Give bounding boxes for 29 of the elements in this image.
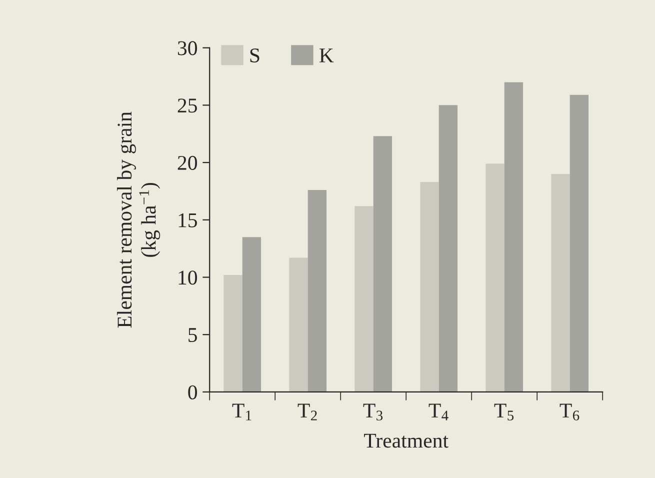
y-tick-label: 0 bbox=[188, 385, 197, 400]
bar bbox=[242, 237, 262, 392]
bar bbox=[438, 105, 458, 392]
bar bbox=[224, 274, 242, 392]
y-tick-label: 20 bbox=[178, 156, 197, 170]
bar bbox=[373, 136, 392, 392]
x-tick-label: T$_{6}$ bbox=[560, 404, 580, 420]
bar bbox=[570, 94, 589, 392]
x-tick-label: T$_{4}$ bbox=[428, 404, 448, 420]
bar bbox=[504, 82, 524, 392]
x-tick-label: T$_{2}$ bbox=[298, 404, 317, 420]
y-tick-label: 25 bbox=[178, 98, 197, 113]
bar bbox=[289, 258, 308, 392]
legend-label: S bbox=[250, 48, 260, 62]
y-tick-label: 15 bbox=[178, 213, 197, 228]
x-tick-label: T$_{1}$ bbox=[232, 404, 252, 420]
bar bbox=[551, 174, 570, 392]
bar bbox=[486, 164, 504, 392]
bar bbox=[308, 190, 327, 392]
y-tick-label: 10 bbox=[178, 270, 197, 285]
legend-label: K bbox=[319, 48, 334, 62]
x-axis-title: Treatment bbox=[364, 434, 448, 448]
y-tick-label: 5 bbox=[188, 328, 197, 342]
bar bbox=[354, 206, 374, 392]
x-tick-label: T$_{5}$ bbox=[494, 404, 514, 420]
bar bbox=[420, 182, 439, 392]
y-axis-title: Element removal by grain (kg ha$^{−1}$) bbox=[117, 112, 160, 328]
x-tick-label: T$_{3}$ bbox=[363, 404, 383, 420]
y-tick-label: 30 bbox=[178, 41, 197, 56]
